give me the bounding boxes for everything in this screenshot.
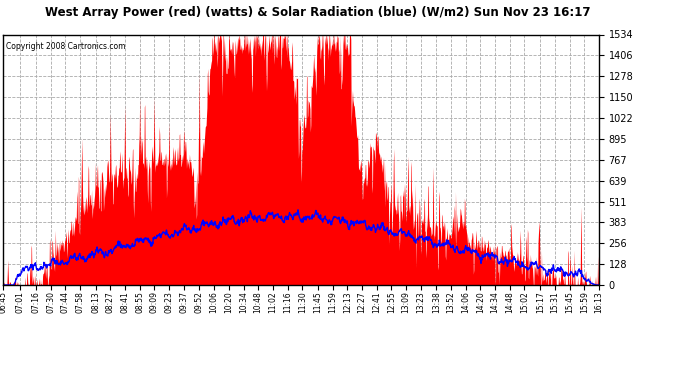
Text: West Array Power (red) (watts) & Solar Radiation (blue) (W/m2) Sun Nov 23 16:17: West Array Power (red) (watts) & Solar R… [45,6,590,19]
Text: Copyright 2008 Cartronics.com: Copyright 2008 Cartronics.com [6,42,126,51]
